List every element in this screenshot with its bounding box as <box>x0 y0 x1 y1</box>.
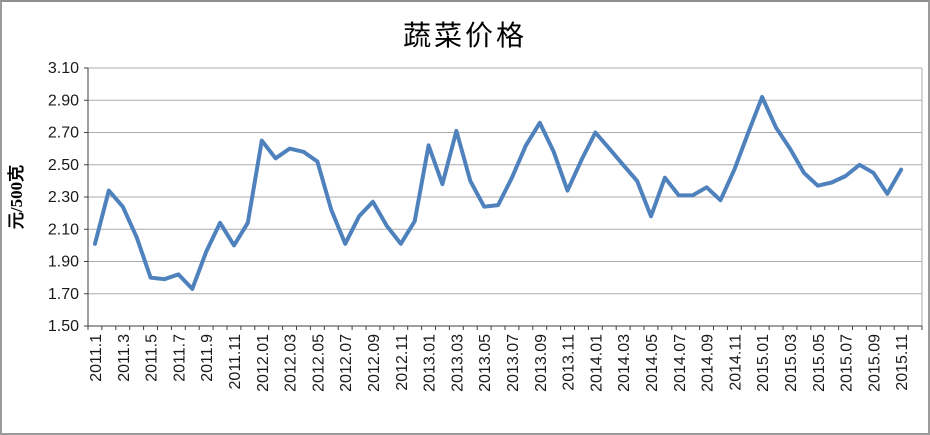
x-tick-label: 2012.05 <box>310 334 327 392</box>
y-tick-label: 2.90 <box>48 92 79 109</box>
x-tick-label: 2012.01 <box>255 334 272 392</box>
x-tick-label: 2011.7 <box>171 334 188 382</box>
x-tick-label: 2013.11 <box>561 334 578 391</box>
chart-title: 蔬菜价格 <box>402 21 527 52</box>
x-tick-label: 2013.01 <box>422 334 439 392</box>
x-tick-label: 2015.01 <box>755 334 772 392</box>
x-tick-label: 2015.03 <box>783 334 800 392</box>
price-series-line <box>93 95 904 291</box>
x-tick-label: 2012.03 <box>283 334 300 392</box>
x-tick-label: 2011.1 <box>88 334 105 382</box>
x-tick-label: 2015.07 <box>839 334 856 392</box>
y-tick-label: 2.70 <box>48 125 79 142</box>
y-tick-label: 2.10 <box>48 221 79 238</box>
x-tick-label: 2012.07 <box>338 334 355 392</box>
x-tick-label: 2012.09 <box>366 334 383 392</box>
x-tick-label: 2011.11 <box>227 334 244 390</box>
x-tick-label: 2014.01 <box>588 334 605 392</box>
x-tick-label: 2011.5 <box>144 334 161 382</box>
x-tick-label: 2015.11 <box>894 334 911 391</box>
x-tick-label: 2013.09 <box>533 334 550 392</box>
x-tick-label: 2013.05 <box>477 334 494 392</box>
x-tick-label: 2014.03 <box>616 334 633 392</box>
y-axis-title: 元/500克 <box>6 165 26 229</box>
x-tick-label: 2013.03 <box>449 334 466 392</box>
x-tick-label: 2011.9 <box>199 334 216 382</box>
x-tick-label: 2012.11 <box>394 334 411 391</box>
y-tick-label: 1.90 <box>48 254 79 271</box>
y-tick-label: 3.10 <box>48 60 79 77</box>
x-tick-label: 2014.05 <box>644 334 661 392</box>
y-tick-label: 1.70 <box>48 286 79 303</box>
x-tick-label: 2015.09 <box>866 334 883 392</box>
x-tick-label: 2014.11 <box>727 334 744 391</box>
x-tick-label: 2014.07 <box>672 334 689 392</box>
x-tick-label: 2014.09 <box>700 334 717 392</box>
y-tick-label: 2.50 <box>48 157 79 174</box>
y-tick-label: 2.30 <box>48 189 79 206</box>
y-tick-label: 1.50 <box>48 318 79 335</box>
x-tick-label: 2015.05 <box>811 334 828 392</box>
x-tick-label: 2013.07 <box>505 334 522 392</box>
x-tick-label: 2011.3 <box>116 334 133 382</box>
